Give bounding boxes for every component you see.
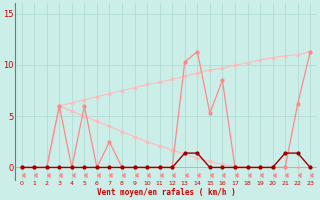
X-axis label: Vent moyen/en rafales ( km/h ): Vent moyen/en rafales ( km/h ) <box>97 188 235 197</box>
